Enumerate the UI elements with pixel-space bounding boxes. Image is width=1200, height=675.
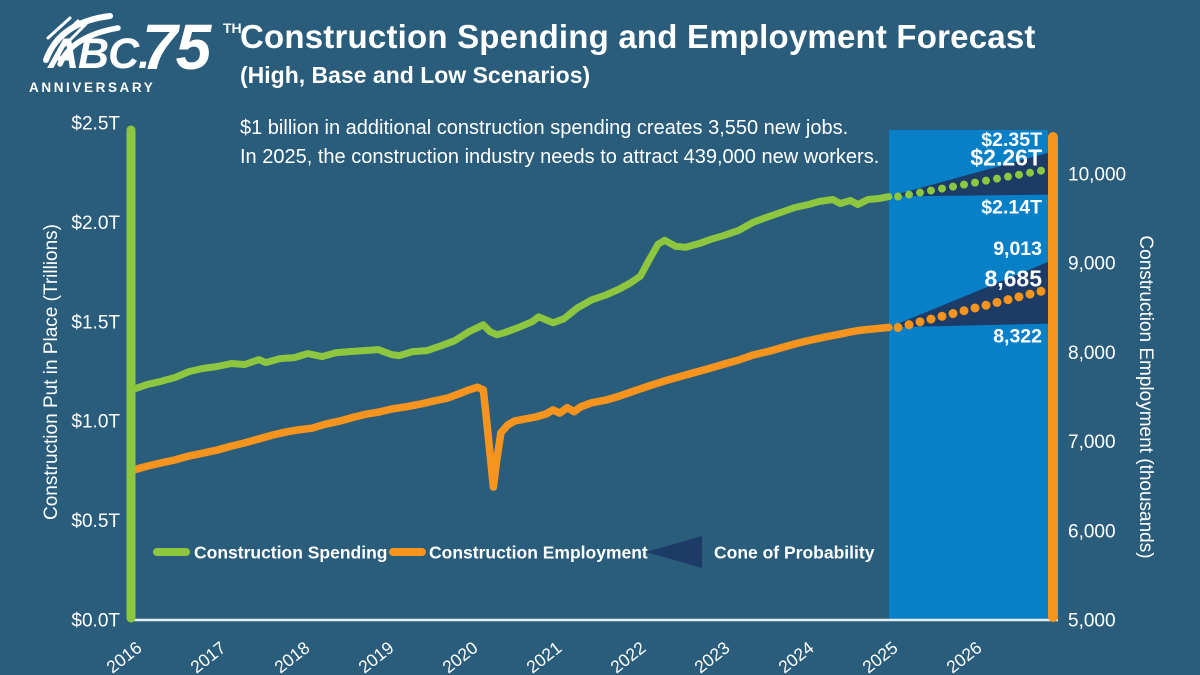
forecast-dot	[993, 174, 1001, 183]
forecast-dot	[981, 300, 991, 310]
x-axis-tick: 2020	[438, 637, 481, 675]
forecast-dot	[1015, 170, 1023, 179]
x-axis-tick: 2019	[354, 637, 397, 675]
right-axis-tick: 8,000	[1068, 343, 1116, 364]
employment-low-label: 8,322	[993, 326, 1042, 348]
employment-forecast-dots	[893, 286, 1046, 332]
x-axis-tick: 2022	[606, 637, 649, 675]
spending-base-label: $2.26T	[970, 145, 1042, 171]
right-axis-title: Construction Employment (thousands)	[1135, 235, 1156, 558]
left-axis-tick: $0.0T	[71, 611, 120, 632]
spending-forecast-dots	[894, 166, 1045, 201]
forecast-dot	[971, 178, 979, 187]
x-axis-tick: 2016	[102, 637, 145, 675]
employment-base-label: 8,685	[984, 265, 1042, 291]
forecast-dot	[1003, 295, 1013, 305]
forecast-dot	[1004, 172, 1012, 181]
logo-75-text: 75	[142, 11, 211, 83]
right-axis-tick: 7,000	[1068, 432, 1116, 453]
spending-low-label: $2.14T	[981, 197, 1042, 219]
forecast-dot	[937, 311, 947, 321]
forecast-dot	[916, 188, 924, 197]
flag-swoosh-icon	[43, 13, 121, 67]
left-axis-tick: $0.5T	[71, 511, 120, 532]
employment-forecast-cone	[889, 262, 1048, 328]
legend-item-construction-employment: Construction Employment	[389, 543, 648, 563]
forecast-dot	[894, 192, 902, 201]
x-axis-tick: 2023	[690, 637, 733, 675]
logo-anniversary-text: ANNIVERSARY	[29, 80, 156, 95]
forecast-dot	[915, 317, 925, 327]
x-axis-tick: 2024	[774, 637, 817, 675]
forecast-dot	[926, 314, 936, 324]
title-block: Construction Spending and Employment For…	[240, 18, 1036, 89]
x-axis-tick: 2018	[270, 637, 313, 675]
annotation-text: $1 billion in additional construction sp…	[240, 114, 879, 172]
forecast-dot	[927, 186, 935, 195]
annotation-line-2: In 2025, the construction industry needs…	[240, 146, 880, 168]
forecast-region	[889, 130, 1048, 620]
forecast-dot	[959, 306, 969, 316]
employment-high-label: 9,013	[993, 238, 1042, 260]
forecast-dot	[948, 309, 958, 319]
forecast-dot	[938, 184, 946, 193]
abc-75th-logo: ABC. 75 TH ANNIVERSARY	[26, 8, 242, 103]
annotation-line-1: $1 billion in additional construction sp…	[240, 117, 849, 139]
left-axis-tick: $1.5T	[71, 312, 120, 333]
left-axis-tick: $2.5T	[71, 114, 120, 135]
spending-high-label: $2.35T	[981, 129, 1042, 151]
legend-label: Construction Employment	[429, 543, 648, 563]
legend-swatch-cone-icon	[646, 536, 702, 568]
page-title: Construction Spending and Employment For…	[240, 18, 1036, 55]
logo-abc-text: ABC.	[48, 30, 150, 78]
right-axis-tick: 9,000	[1068, 254, 1116, 275]
logo-th-suffix: TH	[223, 20, 242, 36]
spending-line	[129, 193, 893, 393]
x-axis-tick: 2021	[522, 637, 565, 675]
right-axis-tick: 10,000	[1068, 165, 1126, 186]
forecast-dot	[904, 320, 914, 330]
forecast-dot	[949, 182, 957, 191]
forecast-dot	[1026, 168, 1034, 177]
forecast-dot	[905, 190, 913, 199]
x-axis-tick: 2017	[186, 637, 229, 675]
forecast-dot	[893, 322, 903, 332]
forecast-dot	[970, 303, 980, 313]
x-axis-tick: 2025	[858, 637, 901, 675]
x-axis-tick: 2026	[942, 637, 985, 675]
right-axis-tick: 5,000	[1068, 611, 1116, 632]
employment-line	[129, 323, 893, 491]
forecast-dot	[1036, 286, 1046, 296]
legend-item-construction-spending: Construction Spending	[153, 543, 387, 563]
legend-label: Construction Spending	[194, 543, 387, 563]
left-axis-tick: $2.0T	[71, 213, 120, 234]
left-axis-tick: $1.0T	[71, 412, 120, 433]
forecast-dot	[960, 180, 968, 189]
forecast-dot	[1037, 166, 1045, 175]
forecast-dot	[982, 176, 990, 185]
spending-forecast-cone	[889, 152, 1048, 197]
legend-label: Cone of Probability	[714, 543, 875, 563]
right-axis-tick: 6,000	[1068, 521, 1116, 542]
forecast-dot	[992, 297, 1002, 307]
left-axis-title: Construction Put in Place (Trillions)	[41, 224, 62, 520]
legend-item-cone-of-probability: Cone of Probability	[646, 536, 875, 568]
page-subtitle: (High, Base and Low Scenarios)	[240, 62, 591, 88]
forecast-dot	[1025, 289, 1035, 299]
forecast-dot	[1014, 292, 1024, 302]
